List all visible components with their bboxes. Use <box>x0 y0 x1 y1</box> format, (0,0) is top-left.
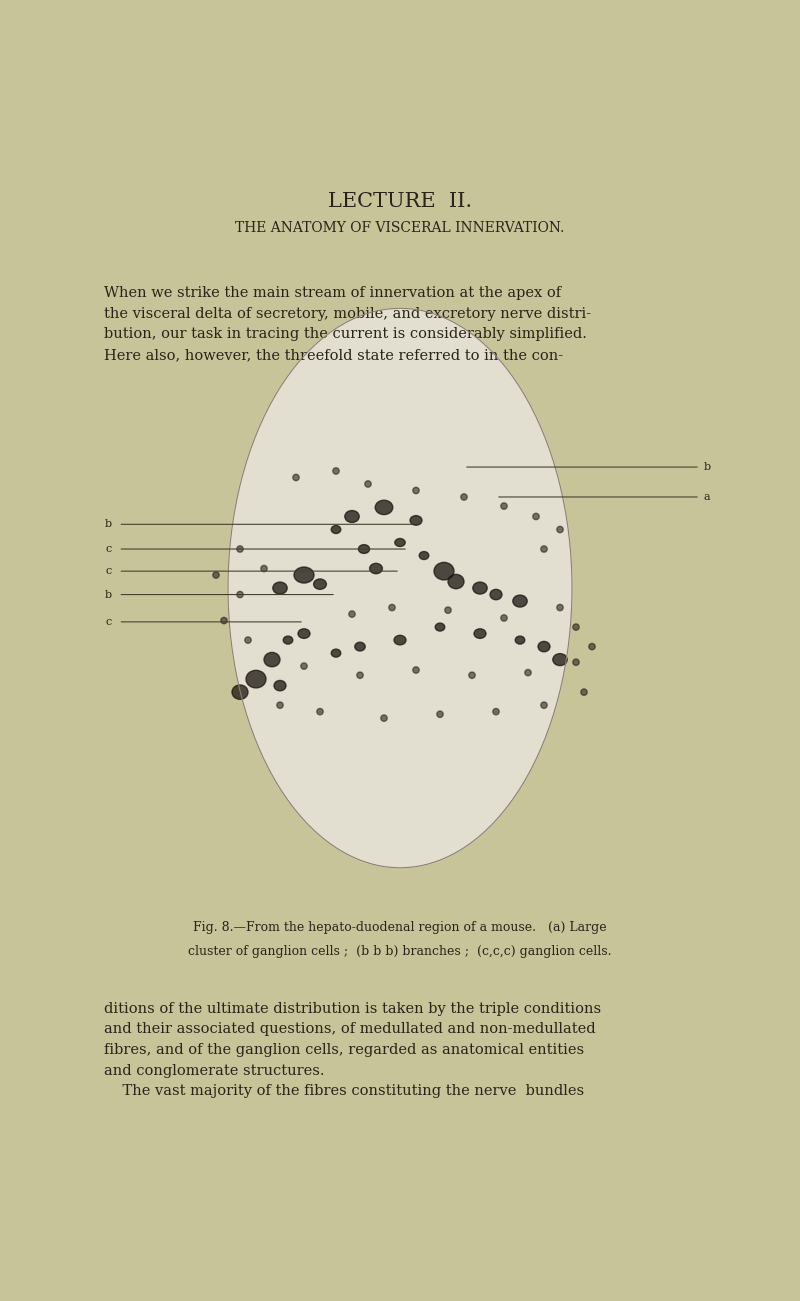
Ellipse shape <box>541 546 547 552</box>
Ellipse shape <box>557 527 563 532</box>
Ellipse shape <box>553 653 567 666</box>
Ellipse shape <box>317 709 323 714</box>
Ellipse shape <box>490 589 502 600</box>
Ellipse shape <box>277 703 283 708</box>
Ellipse shape <box>221 618 227 623</box>
Ellipse shape <box>515 636 525 644</box>
Ellipse shape <box>435 623 445 631</box>
Ellipse shape <box>314 579 326 589</box>
Ellipse shape <box>501 615 507 621</box>
Ellipse shape <box>473 582 487 595</box>
Ellipse shape <box>389 605 395 610</box>
Ellipse shape <box>232 684 248 700</box>
Ellipse shape <box>274 680 286 691</box>
Text: When we strike the main stream of innervation at the apex of
the visceral delta : When we strike the main stream of innerv… <box>104 286 591 362</box>
Ellipse shape <box>381 716 387 721</box>
Ellipse shape <box>541 703 547 708</box>
Ellipse shape <box>501 503 507 509</box>
Ellipse shape <box>493 709 499 714</box>
Text: LECTURE  II.: LECTURE II. <box>328 193 472 211</box>
Ellipse shape <box>375 500 393 515</box>
Text: Fig. 8.—From the hepato-duodenal region of a mouse.   (a) Large: Fig. 8.—From the hepato-duodenal region … <box>193 921 607 934</box>
Ellipse shape <box>413 488 419 493</box>
Text: b: b <box>105 519 112 530</box>
Ellipse shape <box>434 562 454 580</box>
Ellipse shape <box>513 595 527 608</box>
Ellipse shape <box>245 637 251 643</box>
Ellipse shape <box>533 514 539 519</box>
Text: a: a <box>704 492 710 502</box>
Ellipse shape <box>301 664 307 669</box>
Ellipse shape <box>246 670 266 688</box>
Ellipse shape <box>538 641 550 652</box>
Ellipse shape <box>331 649 341 657</box>
Ellipse shape <box>283 636 293 644</box>
Ellipse shape <box>349 611 355 617</box>
Ellipse shape <box>331 526 341 533</box>
Ellipse shape <box>573 660 579 665</box>
Ellipse shape <box>213 572 219 578</box>
Ellipse shape <box>358 545 370 553</box>
Text: b: b <box>105 589 112 600</box>
Ellipse shape <box>589 644 595 649</box>
Ellipse shape <box>461 494 467 500</box>
Ellipse shape <box>394 635 406 645</box>
Text: c: c <box>106 544 112 554</box>
Ellipse shape <box>355 643 365 650</box>
Ellipse shape <box>333 468 339 474</box>
Text: cluster of ganglion cells ;  (b b b) branches ;  (c,c,c) ganglion cells.: cluster of ganglion cells ; (b b b) bran… <box>188 945 612 958</box>
Ellipse shape <box>437 712 443 717</box>
Ellipse shape <box>448 574 464 589</box>
Ellipse shape <box>370 563 382 574</box>
Ellipse shape <box>293 475 299 480</box>
Ellipse shape <box>413 667 419 673</box>
Ellipse shape <box>261 566 267 571</box>
Ellipse shape <box>273 582 287 595</box>
Ellipse shape <box>525 670 531 675</box>
Ellipse shape <box>445 608 451 613</box>
Ellipse shape <box>264 652 280 667</box>
Ellipse shape <box>394 539 405 546</box>
Text: b: b <box>704 462 711 472</box>
Ellipse shape <box>581 690 587 695</box>
Ellipse shape <box>557 605 563 610</box>
Ellipse shape <box>365 481 371 487</box>
Ellipse shape <box>237 546 243 552</box>
Ellipse shape <box>237 592 243 597</box>
Ellipse shape <box>469 673 475 678</box>
Ellipse shape <box>573 624 579 630</box>
Ellipse shape <box>357 673 363 678</box>
Text: THE ANATOMY OF VISCERAL INNERVATION.: THE ANATOMY OF VISCERAL INNERVATION. <box>235 221 565 234</box>
Ellipse shape <box>474 628 486 639</box>
Ellipse shape <box>294 567 314 583</box>
Ellipse shape <box>419 552 429 559</box>
Circle shape <box>228 308 572 868</box>
Text: ditions of the ultimate distribution is taken by the triple conditions
and their: ditions of the ultimate distribution is … <box>104 1002 601 1098</box>
Ellipse shape <box>410 515 422 526</box>
Text: c: c <box>106 617 112 627</box>
Text: c: c <box>106 566 112 576</box>
Ellipse shape <box>298 628 310 639</box>
Ellipse shape <box>345 510 359 523</box>
